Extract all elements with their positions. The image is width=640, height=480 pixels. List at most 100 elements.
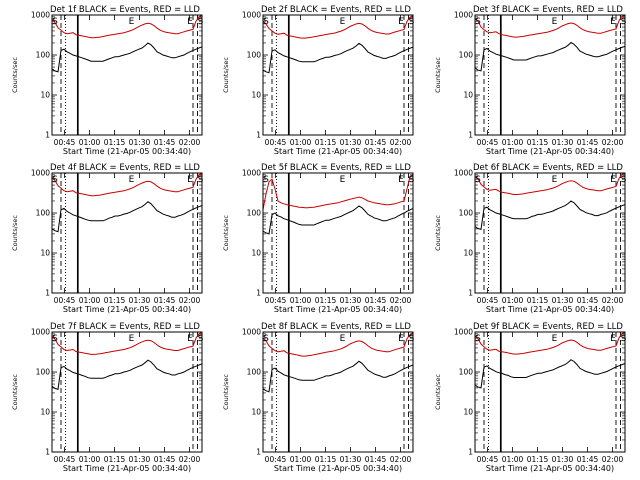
plot-frame <box>262 331 414 453</box>
plot-frame <box>51 172 203 294</box>
x-axis-label: Start Time (21-Apr-05 00:34:40) <box>274 464 402 473</box>
y-tick-label: 1 <box>256 131 261 140</box>
y-tick-label: 1 <box>45 448 50 457</box>
x-tick-label: 01:30 <box>129 138 151 147</box>
y-tick-label: 10 <box>40 249 50 258</box>
y-tick-label: 1000 <box>454 11 473 20</box>
x-tick-label: 01:30 <box>129 455 151 464</box>
segment-marker-label: E <box>398 17 404 27</box>
y-tick-label: 100 <box>36 51 51 60</box>
segment-marker-label: S <box>621 17 627 27</box>
y-axis-label: Counts/sec <box>222 215 230 251</box>
x-tick-label: 01:45 <box>154 296 176 305</box>
x-tick-label: 01:00 <box>290 296 312 305</box>
plot-panel-7: Det 7f BLACK = Events, RED = LLD 1 10 100 10… <box>11 322 204 473</box>
x-tick-label: 01:30 <box>552 138 574 147</box>
x-tick-label: 01:00 <box>290 138 312 147</box>
x-tick-label: 01:00 <box>79 455 101 464</box>
y-tick-label: 10 <box>463 408 473 417</box>
plot-title: Det 9f BLACK = Events, RED = LLD <box>473 322 623 332</box>
plot-frame <box>262 14 414 136</box>
plot-panel-2: Det 2f BLACK = Events, RED = LLD 1 10 100 10… <box>222 5 415 156</box>
x-tick-label: 01:15 <box>104 138 126 147</box>
y-tick-label: 10 <box>40 91 50 100</box>
y-tick-label: 10 <box>463 249 473 258</box>
plot-panel-3: Det 3f BLACK = Events, RED = LLD 1 10 100 10… <box>434 5 627 156</box>
x-tick-label: 01:30 <box>340 296 362 305</box>
x-tick-label: 02:00 <box>602 138 624 147</box>
y-tick-label: 1 <box>468 131 473 140</box>
y-tick-label: 1000 <box>31 328 50 337</box>
x-tick-label: 01:00 <box>502 296 524 305</box>
plot-frame <box>474 14 626 136</box>
y-axis-label: Counts/sec <box>434 57 442 93</box>
segment-marker-label: E <box>340 175 346 185</box>
x-tick-label: 02:00 <box>390 138 412 147</box>
segment-marker-label: E <box>129 175 135 185</box>
series-line-lld <box>51 331 203 355</box>
x-tick-label: 02:00 <box>602 296 624 305</box>
segment-marker-label: S <box>621 334 627 344</box>
plot-panel-9: Det 9f BLACK = Events, RED = LLD 1 10 100 10… <box>434 322 627 473</box>
segment-marker-label: S <box>198 334 204 344</box>
x-tick-label: 01:45 <box>365 296 387 305</box>
x-tick-label: 01:15 <box>527 455 549 464</box>
x-tick-label: 01:15 <box>104 296 126 305</box>
segment-marker-label: S <box>409 175 415 185</box>
x-tick-label: 01:30 <box>340 138 362 147</box>
series-line-lld <box>474 172 626 195</box>
segment-marker-label: S <box>52 334 58 344</box>
segment-marker-label: S <box>621 175 627 185</box>
plot-frame <box>474 331 626 453</box>
segment-marker-label: E <box>398 334 404 344</box>
x-tick-label: 00:45 <box>54 455 76 464</box>
segment-marker-label: E <box>129 334 135 344</box>
plot-frame <box>262 172 414 294</box>
series-line-events <box>262 42 414 74</box>
series-line-events <box>474 41 626 72</box>
x-tick-label: 01:45 <box>365 138 387 147</box>
y-axis-label: Counts/sec <box>222 374 230 410</box>
x-tick-label: 01:15 <box>315 296 337 305</box>
y-tick-label: 100 <box>459 209 474 218</box>
segment-marker-label: E <box>187 175 193 185</box>
y-axis-label: Counts/sec <box>11 57 19 93</box>
x-tick-label: 02:00 <box>390 296 412 305</box>
segment-marker-label: S <box>475 334 481 344</box>
x-tick-label: 00:45 <box>477 138 499 147</box>
plot-frame <box>51 331 203 453</box>
series-line-events <box>51 42 203 73</box>
x-tick-label: 02:00 <box>602 455 624 464</box>
x-tick-label: 01:15 <box>315 455 337 464</box>
y-tick-label: 100 <box>459 51 474 60</box>
x-tick-label: 01:15 <box>527 296 549 305</box>
x-tick-label: 01:45 <box>365 455 387 464</box>
y-tick-label: 1 <box>45 131 50 140</box>
y-tick-label: 100 <box>36 368 51 377</box>
x-tick-label: 01:15 <box>527 138 549 147</box>
series-line-lld <box>474 331 626 355</box>
series-line-lld <box>262 14 414 39</box>
series-line-events <box>51 201 203 233</box>
plot-frame <box>474 172 626 294</box>
y-tick-label: 1 <box>468 289 473 298</box>
x-tick-label: 02:00 <box>390 455 412 464</box>
y-tick-label: 100 <box>247 209 262 218</box>
y-tick-label: 1 <box>45 289 50 298</box>
x-tick-label: 02:00 <box>179 296 201 305</box>
y-axis-label: Counts/sec <box>434 374 442 410</box>
plot-frame <box>51 14 203 136</box>
plot-panel-5: Det 5f BLACK = Events, RED = LLD 1 10 100 10… <box>222 163 415 314</box>
x-tick-label: 01:30 <box>552 455 574 464</box>
x-tick-label: 01:00 <box>502 455 524 464</box>
segment-marker-label: S <box>52 17 58 27</box>
x-axis-label: Start Time (21-Apr-05 00:34:40) <box>486 305 614 314</box>
segment-marker-label: E <box>129 17 135 27</box>
series-line-events <box>474 359 626 389</box>
x-tick-label: 01:00 <box>79 296 101 305</box>
y-tick-label: 1000 <box>454 169 473 178</box>
y-tick-label: 100 <box>459 368 474 377</box>
x-tick-label: 00:45 <box>265 138 287 147</box>
segment-marker-label: E <box>187 334 193 344</box>
x-tick-label: 01:00 <box>502 138 524 147</box>
